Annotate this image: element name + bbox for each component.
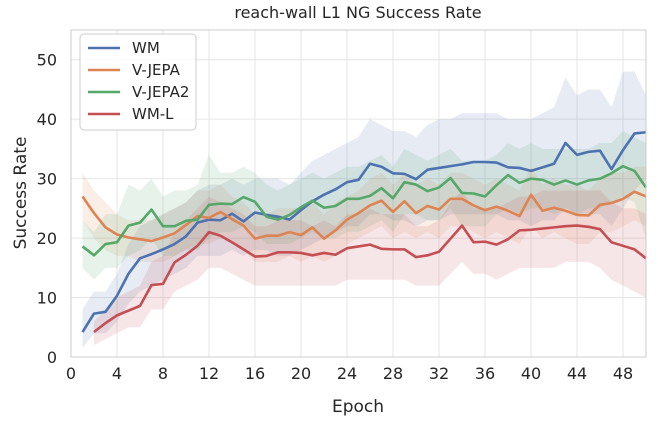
band-wm-l [94,190,646,346]
legend-label-v-jepa: V-JEPA [132,61,181,79]
x-tick-label: 40 [521,364,541,383]
x-tick-label: 0 [66,364,76,383]
x-tick-label: 44 [567,364,587,383]
x-tick-label: 28 [383,364,403,383]
chart-title: reach-wall L1 NG Success Rate [234,3,481,22]
x-tick-label: 20 [291,364,311,383]
x-tick-label: 16 [245,364,265,383]
legend-label-wm-l: WM-L [132,105,174,123]
y-axis-label: Success Rate [11,137,31,250]
legend-label-v-jepa2: V-JEPA2 [132,83,189,101]
band-v-jepa2 [82,131,646,280]
y-tick-label: 0 [47,348,57,367]
series-line-v-jepa [81,190,647,243]
series-line-v-jepa2 [81,164,648,257]
y-tick-label: 50 [37,51,57,70]
series-lines [81,130,648,334]
series-line-wm-l [93,224,647,334]
y-tick-labels: 0 10 20 30 40 50 [37,51,57,367]
x-axis-label: Epoch [332,397,384,417]
y-tick-label: 10 [37,289,57,308]
legend: WM V-JEPA V-JEPA2 WM-L [79,33,197,131]
legend-box [79,33,197,131]
y-tick-label: 20 [37,229,57,248]
x-tick-labels: 0 4 8 12 16 20 24 28 32 36 40 44 48 [66,364,633,383]
x-tick-label: 4 [112,364,122,383]
plot-frame [70,29,647,358]
x-tick-label: 32 [429,364,449,383]
x-tick-label: 48 [613,364,633,383]
x-tick-label: 12 [199,364,219,383]
y-tick-label: 30 [37,170,57,189]
legend-label-wm: WM [132,39,160,57]
y-tick-label: 40 [37,110,57,129]
series-line-wm [81,130,647,333]
x-tick-label: 24 [337,364,357,383]
x-tick-label: 8 [158,364,168,383]
x-tick-label: 36 [475,364,495,383]
